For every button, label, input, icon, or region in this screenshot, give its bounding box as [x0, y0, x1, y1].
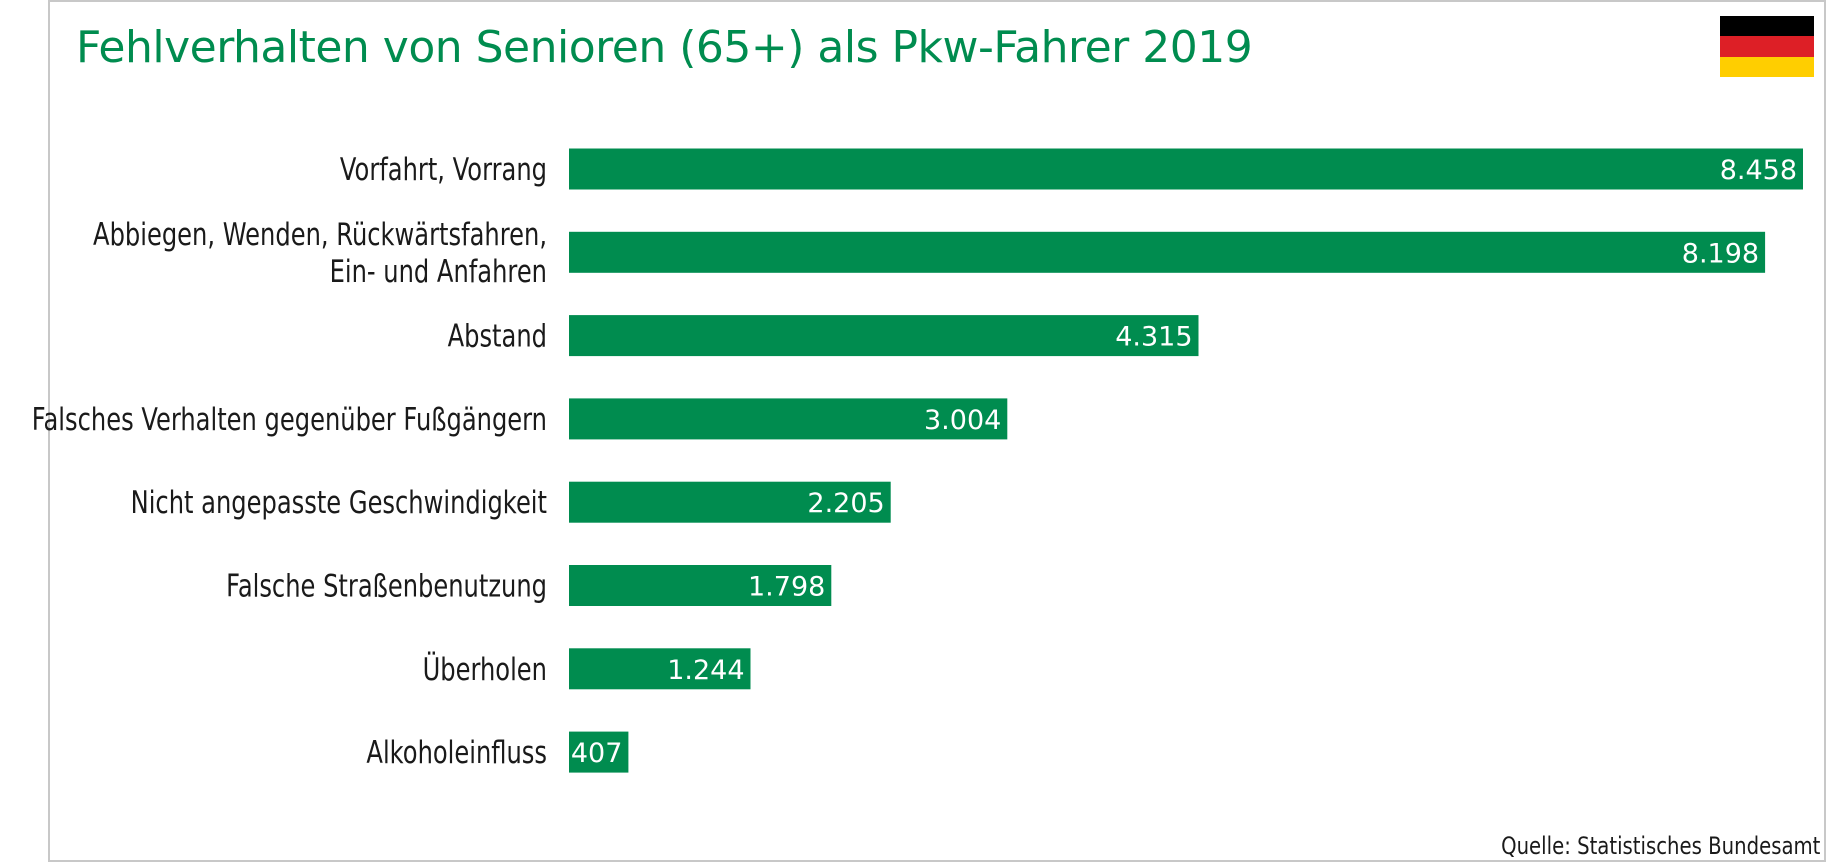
category-label: Ein- und Anfahren	[330, 253, 547, 290]
category-label: Falsches Verhalten gegenüber Fußgängern	[32, 401, 547, 438]
bar	[569, 481, 891, 523]
data-label: 8.198	[1682, 238, 1759, 269]
category-label: Falsche Straßenbenutzung	[226, 568, 547, 605]
bar	[569, 148, 1803, 190]
data-label: 407	[571, 738, 623, 769]
category-label: Alkoholeinfluss	[366, 734, 547, 771]
bar-group: 8.458 Vorfahrt, Vorrang	[340, 148, 1803, 190]
bar-group: 407 Alkoholeinfluss	[366, 731, 629, 773]
bar-group: 4.315 Abstand	[448, 315, 1199, 357]
data-label: 3.004	[924, 405, 1001, 436]
flag-stripe-gold	[1720, 56, 1814, 77]
chart-title: Fehlverhalten von Senioren (65+) als Pkw…	[76, 22, 1253, 73]
bar-group: 1.798 Falsche Straßenbenutzung	[226, 565, 832, 606]
category-label: Abbiegen, Wenden, Rückwärtsfahren,	[93, 216, 547, 253]
bar-group: 2.205 Nicht angepasste Geschwindigkeit	[131, 481, 891, 523]
bar	[569, 648, 751, 690]
category-label: Abstand	[448, 318, 547, 355]
flag-stripe-red	[1720, 36, 1814, 57]
bar	[569, 315, 1199, 357]
category-label: Nicht angepasste Geschwindigkeit	[131, 484, 547, 521]
bar-group: 3.004 Falsches Verhalten gegenüber Fußgän…	[32, 398, 1008, 440]
bar	[569, 231, 1766, 273]
bar	[569, 731, 629, 773]
bar	[569, 565, 832, 606]
data-label: 4.315	[1115, 322, 1192, 353]
flag-stripe-black	[1720, 16, 1814, 37]
source-note: Quelle: Statistisches Bundesamt	[1500, 832, 1820, 860]
data-label: 2.205	[807, 488, 884, 519]
category-label: Vorfahrt, Vorrang	[340, 151, 547, 188]
category-label: Überholen	[423, 650, 547, 688]
data-label: 1.244	[667, 655, 744, 686]
bar	[569, 398, 1008, 440]
bar-group: 1.244 Überholen	[423, 648, 751, 690]
data-label: 8.458	[1720, 155, 1797, 186]
data-label: 1.798	[748, 572, 825, 603]
german-flag-icon	[1720, 16, 1814, 77]
bar-group: 8.198 Abbiegen, Wenden, Rückwärtsfahren,E…	[93, 216, 1766, 290]
